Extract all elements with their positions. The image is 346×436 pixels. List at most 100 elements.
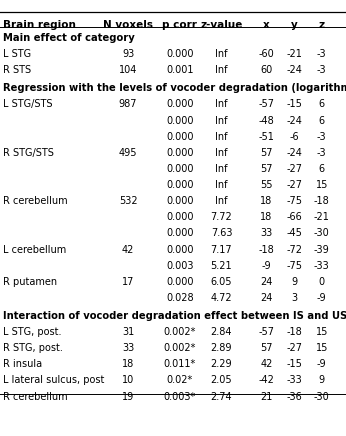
Text: L lateral sulcus, post: L lateral sulcus, post <box>3 375 105 385</box>
Text: 93: 93 <box>122 49 134 59</box>
Text: R STG/STS: R STG/STS <box>3 148 54 158</box>
Text: -33: -33 <box>286 375 302 385</box>
Text: -27: -27 <box>286 343 302 353</box>
Text: 42: 42 <box>122 245 134 255</box>
Text: 6: 6 <box>319 99 325 109</box>
Text: -24: -24 <box>286 116 302 126</box>
Text: L STG, post.: L STG, post. <box>3 327 62 337</box>
Text: 18: 18 <box>260 212 273 222</box>
Text: -3: -3 <box>317 132 327 142</box>
Text: 0: 0 <box>319 277 325 287</box>
Text: Interaction of vocoder degradation effect between IS and US: Interaction of vocoder degradation effec… <box>3 311 346 321</box>
Text: 18: 18 <box>260 196 273 206</box>
Text: -24: -24 <box>286 65 302 75</box>
Text: Inf: Inf <box>215 164 228 174</box>
Text: -57: -57 <box>258 99 274 109</box>
Text: R STG, post.: R STG, post. <box>3 343 63 353</box>
Text: 0.002*: 0.002* <box>164 327 196 337</box>
Text: -15: -15 <box>286 99 302 109</box>
Text: -75: -75 <box>286 196 302 206</box>
Text: 60: 60 <box>260 65 273 75</box>
Text: 0.000: 0.000 <box>166 148 194 158</box>
Text: 33: 33 <box>122 343 134 353</box>
Text: 6: 6 <box>319 164 325 174</box>
Text: -15: -15 <box>286 359 302 369</box>
Text: L cerebellum: L cerebellum <box>3 245 67 255</box>
Text: 33: 33 <box>260 228 273 238</box>
Text: -42: -42 <box>258 375 274 385</box>
Text: 0.000: 0.000 <box>166 180 194 190</box>
Text: 7.63: 7.63 <box>211 228 232 238</box>
Text: Inf: Inf <box>215 196 228 206</box>
Text: 5.21: 5.21 <box>211 261 232 271</box>
Text: -51: -51 <box>258 132 274 142</box>
Text: -57: -57 <box>258 327 274 337</box>
Text: -18: -18 <box>286 327 302 337</box>
Text: Inf: Inf <box>215 116 228 126</box>
Text: -3: -3 <box>317 65 327 75</box>
Text: 2.29: 2.29 <box>211 359 232 369</box>
Text: 0.000: 0.000 <box>166 132 194 142</box>
Text: 987: 987 <box>119 99 137 109</box>
Text: 9: 9 <box>291 277 297 287</box>
Text: -6: -6 <box>289 132 299 142</box>
Text: 0.011*: 0.011* <box>164 359 196 369</box>
Text: 2.05: 2.05 <box>211 375 232 385</box>
Text: 0.001: 0.001 <box>166 65 194 75</box>
Text: 0.000: 0.000 <box>166 196 194 206</box>
Text: 57: 57 <box>260 343 273 353</box>
Text: 0.000: 0.000 <box>166 212 194 222</box>
Text: Inf: Inf <box>215 49 228 59</box>
Text: 0.000: 0.000 <box>166 245 194 255</box>
Text: 104: 104 <box>119 65 137 75</box>
Text: 4.72: 4.72 <box>211 293 232 303</box>
Text: x: x <box>263 20 270 30</box>
Text: -9: -9 <box>317 359 327 369</box>
Text: 9: 9 <box>319 375 325 385</box>
Text: R STS: R STS <box>3 65 31 75</box>
Text: N voxels: N voxels <box>103 20 153 30</box>
Text: z: z <box>319 20 325 30</box>
Text: 3: 3 <box>291 293 297 303</box>
Text: -9: -9 <box>317 293 327 303</box>
Text: 0.02*: 0.02* <box>167 375 193 385</box>
Text: 24: 24 <box>260 277 273 287</box>
Text: -24: -24 <box>286 148 302 158</box>
Text: 17: 17 <box>122 277 134 287</box>
Text: Inf: Inf <box>215 180 228 190</box>
Text: -36: -36 <box>286 392 302 402</box>
Text: 31: 31 <box>122 327 134 337</box>
Text: L STG/STS: L STG/STS <box>3 99 53 109</box>
Text: -30: -30 <box>314 228 330 238</box>
Text: -3: -3 <box>317 148 327 158</box>
Text: 15: 15 <box>316 180 328 190</box>
Text: 57: 57 <box>260 164 273 174</box>
Text: 0.002*: 0.002* <box>164 343 196 353</box>
Text: 6: 6 <box>319 116 325 126</box>
Text: 0.000: 0.000 <box>166 49 194 59</box>
Text: y: y <box>291 20 298 30</box>
Text: R insula: R insula <box>3 359 43 369</box>
Text: -18: -18 <box>314 196 330 206</box>
Text: 15: 15 <box>316 327 328 337</box>
Text: R cerebellum: R cerebellum <box>3 392 68 402</box>
Text: L STG: L STG <box>3 49 31 59</box>
Text: -48: -48 <box>258 116 274 126</box>
Text: -21: -21 <box>286 49 302 59</box>
Text: z-value: z-value <box>200 20 243 30</box>
Text: -75: -75 <box>286 261 302 271</box>
Text: 0.000: 0.000 <box>166 99 194 109</box>
Text: 19: 19 <box>122 392 134 402</box>
Text: -21: -21 <box>314 212 330 222</box>
Text: -18: -18 <box>258 245 274 255</box>
Text: -3: -3 <box>317 49 327 59</box>
Text: 2.84: 2.84 <box>211 327 232 337</box>
Text: 57: 57 <box>260 148 273 158</box>
Text: Main effect of category: Main effect of category <box>3 33 135 43</box>
Text: 0.000: 0.000 <box>166 164 194 174</box>
Text: p corr: p corr <box>163 20 197 30</box>
Text: R cerebellum: R cerebellum <box>3 196 68 206</box>
Text: 10: 10 <box>122 375 134 385</box>
Text: 0.000: 0.000 <box>166 228 194 238</box>
Text: 7.72: 7.72 <box>211 212 232 222</box>
